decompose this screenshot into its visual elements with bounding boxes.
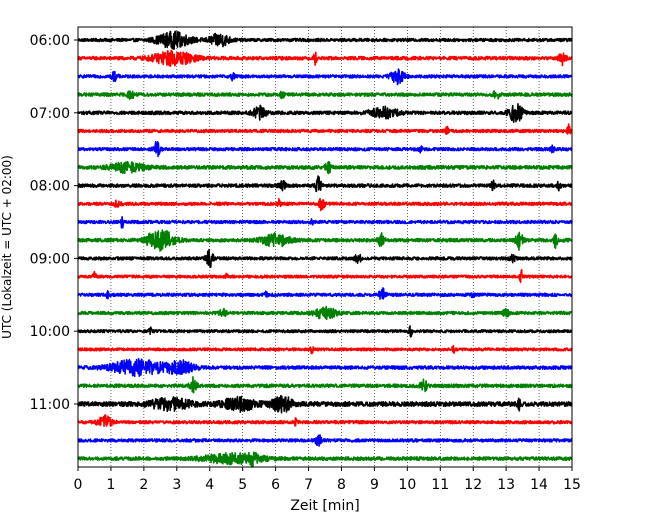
x-tick-label-13: 13 xyxy=(497,477,515,493)
y-tick-label-5: 11:00 xyxy=(30,397,70,413)
y-tick-label-2: 08:00 xyxy=(30,179,70,195)
x-tick-label-7: 7 xyxy=(304,477,313,493)
x-tick-label-3: 3 xyxy=(172,477,181,493)
trace-0600 xyxy=(77,30,573,50)
x-tick-label-9: 9 xyxy=(370,477,379,493)
grid-lines xyxy=(110,27,540,467)
y-tick-label-1: 07:00 xyxy=(30,106,70,122)
trace-0900 xyxy=(77,248,573,269)
x-tick-label-8: 8 xyxy=(337,477,346,493)
y-tick-label-0: 06:00 xyxy=(30,33,70,49)
x-tick-label-11: 11 xyxy=(431,477,449,493)
trace-0815 xyxy=(77,197,573,212)
trace-0630 xyxy=(77,68,573,86)
trace-0915 xyxy=(77,268,573,284)
x-tick-label-10: 10 xyxy=(398,477,416,493)
x-tick-label-6: 6 xyxy=(271,477,280,493)
trace-1145 xyxy=(77,451,573,468)
trace-0945 xyxy=(77,305,573,321)
y-tick-label-4: 10:00 xyxy=(30,324,70,340)
trace-0930 xyxy=(77,287,573,300)
trace-0830 xyxy=(77,216,573,229)
x-tick-label-12: 12 xyxy=(464,477,482,493)
y-axis-label: UTC (Lokalzeit = UTC + 02:00) xyxy=(0,155,14,339)
x-tick-label-1: 1 xyxy=(106,477,115,493)
x-tick-label-15: 15 xyxy=(563,477,581,493)
trace-1100 xyxy=(77,394,573,414)
trace-1015 xyxy=(77,344,573,355)
trace-1045 xyxy=(77,375,573,394)
plot-frame xyxy=(77,26,573,468)
trace-0645 xyxy=(77,90,573,100)
trace-0615 xyxy=(77,49,573,67)
y-axis-ticks: 06:00 07:00 08:00 09:00 10:00 11:00 xyxy=(30,33,78,413)
x-tick-label-14: 14 xyxy=(530,477,548,493)
seismic-traces xyxy=(77,30,573,468)
x-axis-label: Zeit [min] xyxy=(290,498,359,514)
trace-1000 xyxy=(77,325,573,338)
x-tick-label-0: 0 xyxy=(74,477,83,493)
trace-1130 xyxy=(77,434,573,447)
trace-1030 xyxy=(77,357,573,378)
y-tick-label-3: 09:00 xyxy=(30,251,70,267)
trace-0745 xyxy=(77,160,573,175)
trace-0800 xyxy=(77,175,573,193)
x-axis-ticks: 0 1 2 3 4 5 6 7 8 9 10 11 12 13 14 15 xyxy=(74,467,581,493)
trace-0730 xyxy=(77,140,573,158)
trace-0715 xyxy=(77,123,573,135)
x-tick-label-4: 4 xyxy=(205,477,214,493)
x-tick-label-5: 5 xyxy=(238,477,247,493)
trace-1115 xyxy=(77,414,573,428)
trace-0700 xyxy=(77,103,573,123)
trace-0845 xyxy=(77,229,573,252)
x-tick-label-2: 2 xyxy=(139,477,148,493)
